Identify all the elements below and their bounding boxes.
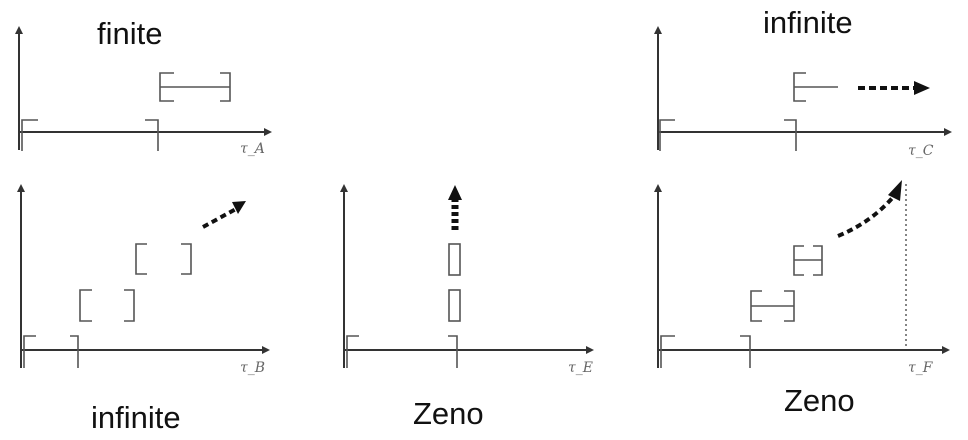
panel-c-interval-1 [659,119,797,151]
panel-b-interval-2 [79,289,135,322]
panel-b-interval-1 [23,335,79,368]
panel-c-axis-label: τ_C [908,143,934,159]
panel-f-continuation-arrow [837,194,896,238]
caption-infinite-bottom: infinite [91,400,181,435]
panel-a-interval-2 [159,72,231,102]
panel-a-axis-label: τ_A [240,141,265,157]
caption-zeno-middle: Zeno [413,396,484,431]
panel-e [340,184,594,368]
panel-b-axis-label: τ_B [240,360,265,376]
panel-e-interval-3 [448,243,461,276]
panel-b-continuation-arrow [202,207,237,229]
panel-f-interval-1 [660,335,751,368]
panel-a-interval-1 [21,119,159,151]
panel-f-interval-2 [750,290,795,322]
caption-infinite-top: infinite [763,5,853,40]
caption-finite: finite [97,16,163,51]
panel-e-interval-2 [448,289,461,322]
panel-f-arrowhead [888,180,902,201]
panel-b [17,184,270,368]
panel-f [654,180,950,368]
panel-c [654,26,952,151]
panel-e-axis-label: τ_E [568,360,593,376]
panel-c-arrowhead [914,81,930,95]
caption-zeno-right: Zeno [784,383,855,418]
panel-e-arrowhead [448,185,462,200]
panel-b-arrowhead [232,201,246,214]
panel-b-interval-3 [135,243,192,275]
panel-a [15,26,272,151]
panel-e-interval-1 [346,335,458,368]
panel-f-axis-label: τ_F [908,360,934,376]
panel-c-interval-2 [793,72,838,102]
panel-f-interval-3 [793,245,823,276]
